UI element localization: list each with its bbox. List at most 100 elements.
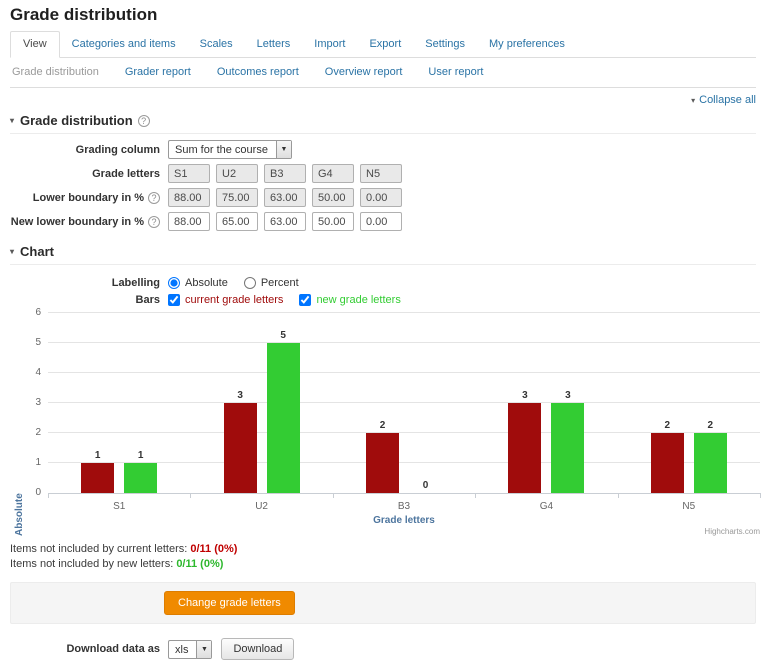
bar-value-label: 3 [237, 390, 243, 401]
section-header-chart: ▾ Chart [10, 237, 756, 265]
bar-value-label: 1 [94, 450, 101, 461]
x-category-label-s1: S1 [113, 501, 126, 512]
labelling-option-absolute[interactable]: Absolute [168, 277, 228, 289]
tab-settings[interactable]: Settings [425, 38, 466, 50]
lower-boundary-inputs [168, 188, 402, 207]
x-category-label-u2: U2 [255, 501, 268, 512]
gridline [48, 342, 760, 343]
tab-import[interactable]: Import [314, 38, 346, 50]
x-category-label-g4: G4 [539, 501, 554, 512]
bar-value-label: 3 [522, 390, 528, 401]
grading-column-row: Grading column Sum for the course ▼ [10, 140, 756, 159]
summary-new-prefix: Items not included by new letters: [10, 558, 174, 570]
tab-my-preferences[interactable]: My preferences [489, 38, 565, 50]
bars-label: Bars [135, 294, 160, 306]
bars-toggles: current grade letters new grade letters [168, 294, 401, 306]
subnav-item-outcomes-report[interactable]: Outcomes report [216, 66, 299, 78]
tab-letters[interactable]: Letters [256, 38, 291, 50]
new-lower-boundary-label: New lower boundary in % ? [10, 215, 160, 228]
y-tick-label: 1 [35, 457, 41, 468]
labelling-option-text: Percent [260, 277, 299, 289]
help-icon[interactable]: ? [148, 215, 160, 228]
tab-scales[interactable]: Scales [199, 38, 233, 50]
highcharts-credit[interactable]: Highcharts.com [704, 527, 760, 536]
summary-current-prefix: Items not included by current letters: [10, 543, 188, 555]
bar-current-grade-letters-u2[interactable]: 3 [223, 390, 257, 493]
bars-toggle-current-grade-letters[interactable]: current grade letters [168, 294, 283, 306]
y-tick-label: 0 [35, 487, 41, 498]
section-collapse-icon[interactable]: ▾ [10, 247, 15, 256]
y-tick-label: 6 [35, 307, 41, 318]
labelling-radio-percent[interactable] [243, 277, 256, 289]
page-title: Grade distribution [10, 5, 158, 24]
download-row: Download data as xls ▼ Download [10, 638, 756, 660]
help-icon[interactable]: ? [137, 114, 150, 127]
new-lower-boundary-input-4[interactable] [312, 212, 354, 231]
grade-letter-input-3 [264, 164, 306, 183]
bar-new-grade-letters-g4[interactable]: 3 [551, 390, 585, 493]
section-collapse-icon[interactable]: ▾ [10, 116, 15, 125]
download-format-select[interactable]: xls ▼ [168, 639, 213, 659]
grade-letters-label: Grade letters [92, 167, 160, 180]
grading-column-select[interactable]: Sum for the course ▼ [168, 140, 292, 159]
tab-categories-and-items[interactable]: Categories and items [71, 38, 176, 50]
bar-current-grade-letters-g4[interactable]: 3 [508, 390, 542, 493]
bars-checkbox-new-grade-letters[interactable] [299, 294, 312, 306]
help-icon[interactable]: ? [148, 191, 160, 204]
subnav-item-user-report[interactable]: User report [428, 66, 484, 78]
labelling-radio-absolute[interactable] [168, 277, 180, 289]
lower-boundary-input-1 [168, 188, 210, 207]
collapse-triangle-icon: ▾ [691, 95, 696, 105]
lower-boundary-input-3 [264, 188, 306, 207]
subnav-item-grader-report[interactable]: Grader report [124, 66, 191, 78]
bars-toggle-text: current grade letters [185, 294, 284, 306]
subnav-item-overview-report[interactable]: Overview report [324, 66, 403, 78]
bar-current-grade-letters-n5[interactable]: 2 [650, 420, 684, 493]
lower-boundary-row: Lower boundary in % ? [10, 188, 756, 207]
bar-current-grade-letters-s1[interactable]: 1 [81, 450, 115, 493]
action-box: Change grade letters [10, 582, 756, 624]
bar-value-label: 2 [379, 420, 386, 431]
gridline [48, 462, 760, 463]
labelling-row: Labelling Absolute Percent [10, 277, 756, 289]
labelling-option-text: Absolute [185, 277, 228, 289]
bar-current-grade-letters-b3[interactable]: 2 [366, 420, 400, 493]
lower-boundary-label: Lower boundary in % ? [10, 191, 160, 204]
section-title: Grade distribution [20, 113, 133, 128]
x-axis-tick [190, 493, 192, 498]
tab-view[interactable]: View [10, 31, 60, 58]
grade-distribution-form: Grading column Sum for the course ▼ Grad… [10, 140, 756, 231]
select-arrow-icon: ▼ [275, 141, 291, 158]
collapse-all-label[interactable]: Collapse all [699, 94, 756, 106]
summary-new-letters: Items not included by new letters: 0/11 … [10, 557, 756, 572]
bar-value-label: 3 [565, 390, 571, 401]
x-axis-tick [48, 493, 49, 498]
y-tick-label: 4 [35, 367, 41, 378]
labelling-label: Labelling [111, 277, 160, 289]
bar-new-grade-letters-n5[interactable]: 2 [693, 420, 727, 493]
new-lower-boundary-inputs [168, 212, 402, 231]
bar-new-grade-letters-u2[interactable]: 5 [266, 330, 300, 493]
tab-export[interactable]: Export [369, 38, 402, 50]
collapse-all[interactable]: ▾ Collapse all [10, 88, 756, 106]
new-lower-boundary-input-3[interactable] [264, 212, 306, 231]
x-axis-labels: S1 U2 B3 G4 N5 [48, 501, 760, 512]
labelling-option-percent[interactable]: Percent [243, 277, 299, 289]
new-lower-boundary-input-1[interactable] [168, 212, 210, 231]
bars-checkbox-current-grade-letters[interactable] [168, 294, 180, 306]
new-lower-boundary-label-text: New lower boundary in % [10, 215, 144, 228]
bar-new-grade-letters-s1[interactable]: 1 [124, 450, 158, 493]
tab-bar: View Categories and items Scales Letters Imp… [10, 31, 756, 58]
bar-value-label: 5 [280, 330, 286, 341]
bars-toggle-text: new grade letters [316, 294, 401, 306]
new-lower-boundary-input-5[interactable] [360, 212, 402, 231]
bars-toggle-new-grade-letters[interactable]: new grade letters [299, 294, 401, 306]
new-lower-boundary-input-2[interactable] [216, 212, 258, 231]
change-grade-letters-button[interactable]: Change grade letters [164, 591, 295, 615]
download-button[interactable]: Download [221, 638, 295, 660]
